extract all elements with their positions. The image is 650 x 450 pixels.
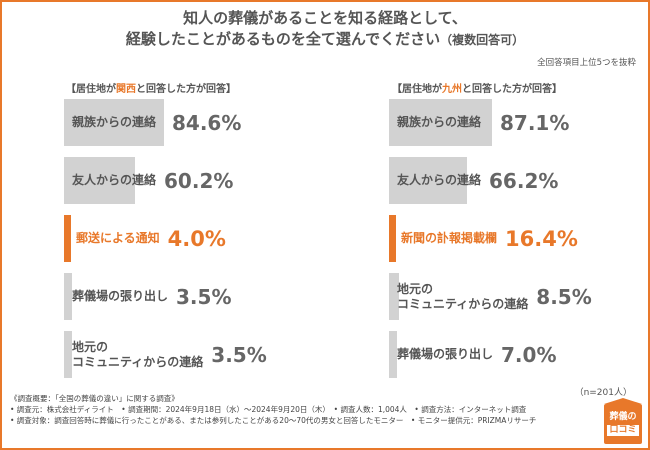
bar-kyushu-5: 葬儀場の張り出し bbox=[389, 331, 493, 378]
highlight-accent bbox=[389, 215, 396, 262]
bar-value-label: 8.5% bbox=[536, 284, 592, 309]
bar-value-label: 3.5% bbox=[176, 284, 232, 309]
bar-label-text: 新聞の訃報掲載欄 bbox=[401, 231, 497, 246]
sample-size: （n=201人） bbox=[574, 388, 632, 398]
bar-label-text: 友人からの連絡 bbox=[72, 173, 156, 188]
title-line-1: 知人の葬儀があることを知る経路として、 bbox=[183, 9, 467, 27]
bar-label-line: 葬儀場の張り出し bbox=[397, 347, 494, 361]
bar-label-text: 親族からの連絡 bbox=[397, 115, 481, 130]
bar-label-text: 親族からの連絡 bbox=[72, 115, 156, 130]
bar-label-line: 新聞の訃報掲載欄 bbox=[401, 231, 498, 245]
highlight-accent bbox=[64, 215, 71, 262]
bar-label-text: 葬儀場の張り出し bbox=[397, 347, 493, 362]
bar-label: 友人からの連絡 bbox=[397, 157, 617, 204]
bar-kyushu-2: 友人からの連絡 bbox=[389, 157, 481, 204]
bar-kansai-3: 郵送による通知 bbox=[64, 215, 160, 262]
bar-label-text: 葬儀場の張り出し bbox=[72, 289, 168, 304]
bar-label: 親族からの連絡 bbox=[397, 99, 617, 146]
bar-value-label: 7.0% bbox=[501, 342, 557, 367]
bar-value-label: 4.0% bbox=[167, 226, 226, 251]
footer-line-1: 《調査概要：「全国の葬儀の違い」に関する調査》 bbox=[10, 394, 179, 403]
region-kyushu: 九州 bbox=[442, 84, 462, 95]
region-kansai: 関西 bbox=[116, 84, 136, 95]
footer-line-3: • 調査対象：調査回答時に葬儀に行ったことがある、または参列したことがある20〜… bbox=[10, 416, 537, 425]
bar-label-line: 友人からの連絡 bbox=[72, 173, 157, 187]
bar-value-label: 60.2% bbox=[164, 168, 234, 193]
bar-label: 葬儀場の張り出し bbox=[397, 331, 617, 378]
panel-header-kansai: 【居住地が関西と回答した方が回答】 bbox=[66, 84, 236, 95]
bar-label: 地元の コミュニティからの連絡 bbox=[397, 273, 617, 320]
bar-label: 地元の コミュニティからの連絡 bbox=[72, 331, 292, 378]
bar-label: 郵送による通知 bbox=[76, 215, 296, 262]
bar-label: 新聞の訃報掲載欄 bbox=[401, 215, 621, 262]
bar-label-line: 郵送による通知 bbox=[76, 231, 160, 245]
bar-label-line: 親族からの連絡 bbox=[72, 115, 157, 129]
bar-label-text: 地元の コミュニティからの連絡 bbox=[397, 282, 528, 312]
bar-value-label: 87.1% bbox=[500, 110, 570, 135]
bar-kansai-2: 友人からの連絡 bbox=[64, 157, 156, 204]
bar-kyushu-3: 新聞の訃報掲載欄 bbox=[389, 215, 497, 262]
bar-label-text: 郵送による通知 bbox=[76, 231, 160, 246]
bar-label: 親族からの連絡 bbox=[72, 99, 292, 146]
bar-value-label: 84.6% bbox=[172, 110, 242, 135]
logo-text-top: 葬儀の bbox=[609, 412, 637, 422]
bar-kansai-5: 地元の コミュニティからの連絡 bbox=[64, 331, 203, 378]
bar-label: 友人からの連絡 bbox=[72, 157, 292, 204]
chart-title: 知人の葬儀があることを知る経路として、 経験したことがあるものを全て選んでくださ… bbox=[0, 8, 650, 51]
footer-line-2: • 調査元：株式会社ディライト • 調査期間：2024年9月18日（水）〜202… bbox=[10, 405, 527, 414]
logo-roof-shape bbox=[604, 398, 642, 404]
bar-label: 葬儀場の張り出し bbox=[72, 273, 292, 320]
logo-text-bottom: 口コミ bbox=[607, 425, 639, 436]
bar-value-label: 66.2% bbox=[489, 168, 559, 193]
bar-label-line: 地元の bbox=[397, 281, 434, 296]
bar-label-line: コミュニティからの連絡 bbox=[72, 354, 204, 369]
title-line-2: 経験したことがあるものを全て選んでください（複数回答可） bbox=[125, 30, 525, 48]
bar-value-label: 16.4% bbox=[505, 226, 578, 251]
bar-label-line: 友人からの連絡 bbox=[397, 173, 482, 187]
bar-label-text: 地元の コミュニティからの連絡 bbox=[72, 340, 203, 370]
bar-kansai-4: 葬儀場の張り出し bbox=[64, 273, 168, 320]
survey-footer: 《調査概要：「全国の葬儀の違い」に関する調査》 • 調査元：株式会社ディライト … bbox=[10, 393, 536, 426]
bar-kyushu-4: 地元の コミュニティからの連絡 bbox=[389, 273, 528, 320]
bar-label-line: 葬儀場の張り出し bbox=[72, 289, 169, 303]
bar-label-line: コミュニティからの連絡 bbox=[397, 296, 529, 311]
excerpt-note: 全回答項目上位5つを抜粋 bbox=[537, 58, 636, 68]
bar-label-line: 親族からの連絡 bbox=[397, 115, 482, 129]
bar-kansai-1: 親族からの連絡 bbox=[64, 99, 164, 146]
sougi-kuchikomi-logo: 葬儀の 口コミ bbox=[604, 398, 642, 444]
bar-kyushu-1: 親族からの連絡 bbox=[389, 99, 492, 146]
panel-header-kyushu: 【居住地が九州と回答した方が回答】 bbox=[392, 84, 562, 95]
bar-value-label: 3.5% bbox=[211, 342, 267, 367]
bar-label-line: 地元の bbox=[72, 339, 109, 354]
bar-label-text: 友人からの連絡 bbox=[397, 173, 481, 188]
